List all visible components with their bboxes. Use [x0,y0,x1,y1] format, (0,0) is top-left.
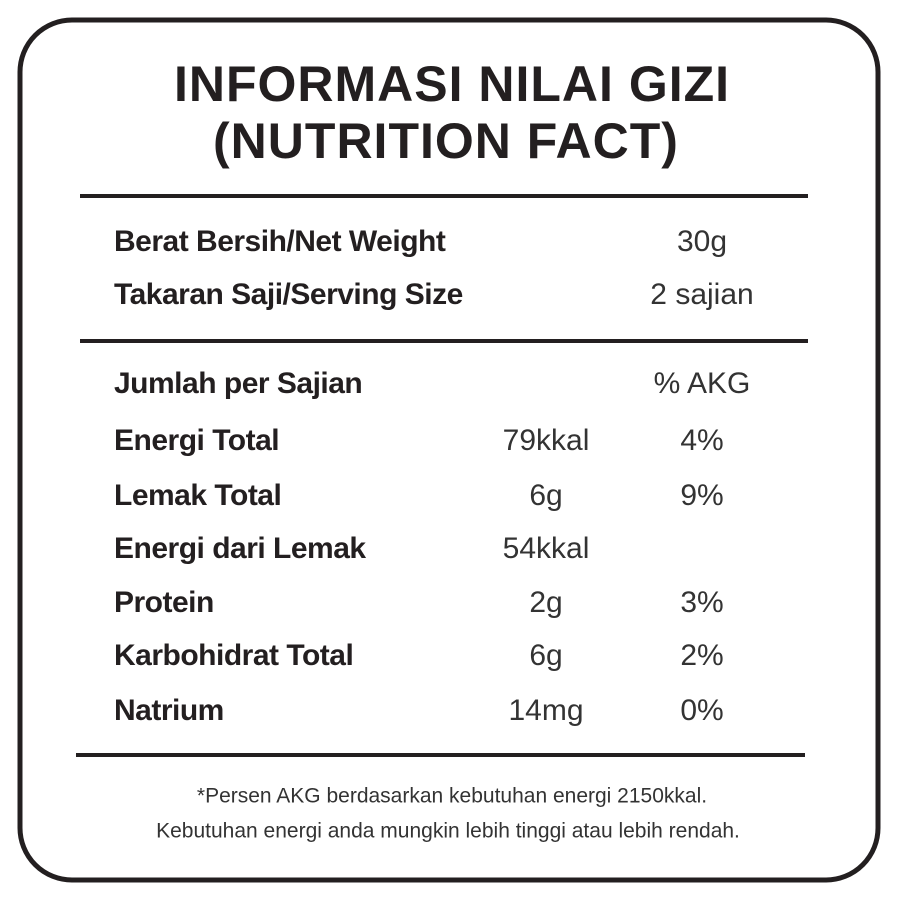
nutrient-amount: 79kkal [503,424,590,457]
nutrient-label: Energi dari Lemak [114,532,366,565]
nutrient-amount: 6g [529,639,562,672]
column-header: % AKG [654,367,751,400]
nutrient-amount: 14mg [508,694,583,727]
label-border [17,17,881,883]
title: (NUTRITION FACT) [213,113,679,169]
nutrient-akg: 4% [680,424,723,457]
nutrient-amount: 6g [529,479,562,512]
footnote: *Persen AKG berdasarkan kebutuhan energi… [197,785,707,808]
nutrient-akg: 9% [680,479,723,512]
nutrient-amount: 54kkal [503,532,590,565]
column-header: Jumlah per Sajian [114,367,362,400]
nutrient-amount: 2g [529,586,562,619]
serving-label: Berat Bersih/Net Weight [114,225,446,258]
nutrient-akg: 3% [680,586,723,619]
nutrient-label: Natrium [114,694,224,727]
nutrient-akg: 2% [680,639,723,672]
footnote: Kebutuhan energi anda mungkin lebih ting… [156,820,740,843]
title: INFORMASI NILAI GIZI [174,56,730,112]
serving-value: 30g [677,225,727,258]
nutrient-label: Lemak Total [114,479,281,512]
nutrient-label: Energi Total [114,424,279,457]
nutrient-akg: 0% [680,694,723,727]
nutrient-label: Karbohidrat Total [114,639,353,672]
nutrient-label: Protein [114,586,214,619]
serving-value: 2 sajian [650,278,753,311]
serving-label: Takaran Saji/Serving Size [114,278,463,311]
